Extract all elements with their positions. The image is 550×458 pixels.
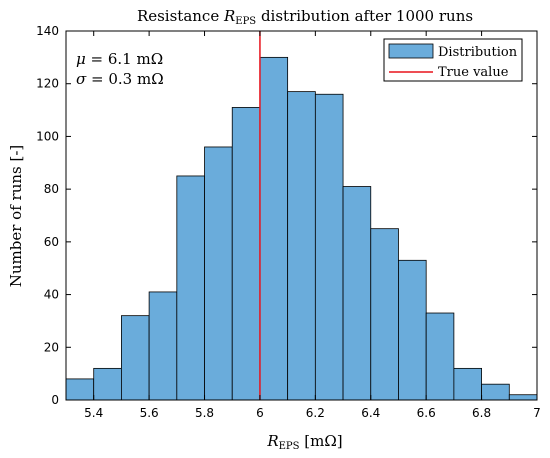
y-tick-label: 40 <box>44 288 59 302</box>
y-tick-label: 20 <box>44 340 59 354</box>
histogram-bar <box>204 146 233 401</box>
y-tick-label: 60 <box>44 235 59 249</box>
plot-frame <box>65 30 538 401</box>
y-tick-label: 120 <box>36 77 59 91</box>
x-tick-label: 5.6 <box>140 406 159 420</box>
annotation-std: σ = 0.3 mΩ <box>76 70 164 88</box>
histogram-bar <box>508 394 538 401</box>
histogram-bar <box>425 312 455 401</box>
histogram-bar <box>93 367 122 401</box>
x-tick-label: 6.8 <box>472 406 491 420</box>
legend-label-distribution: Distribution <box>438 45 518 60</box>
y-tick-label: 80 <box>44 182 59 196</box>
x-axis: 5.4 5.6 5.8 6 6.2 6.4 6.6 6.8 7 <box>84 31 541 420</box>
legend: Distribution True value <box>383 38 523 82</box>
histogram-bar <box>287 91 316 401</box>
histogram-bar <box>259 56 289 401</box>
y-axis-label: Number of runs [-] <box>7 145 25 288</box>
x-tick-label: 5.8 <box>195 406 214 420</box>
x-tick-label: 5.4 <box>84 406 103 420</box>
x-tick-label: 6.6 <box>417 406 436 420</box>
histogram-bar <box>481 383 510 401</box>
histogram-bar <box>231 107 261 401</box>
x-tick-label: 6.4 <box>361 406 380 420</box>
histogram-bar <box>148 291 178 401</box>
histogram-bar <box>342 186 372 401</box>
histogram-bar <box>453 367 482 401</box>
x-tick-label: 6 <box>256 406 264 420</box>
y-tick-label: 140 <box>36 24 59 38</box>
chart-title: Resistance REPS distribution after 1000 … <box>137 7 473 27</box>
y-tick-label: 100 <box>36 129 59 143</box>
x-tick-label: 7 <box>533 406 541 420</box>
legend-label-true-value: True value <box>438 65 509 80</box>
histogram-bar <box>121 315 150 401</box>
x-axis-label: REPS [mΩ] <box>266 432 342 452</box>
histogram-bar <box>65 378 95 401</box>
legend-patch-distribution <box>388 43 434 59</box>
annotation-mean: μ = 6.1 mΩ <box>76 50 163 68</box>
histogram-bar <box>370 228 399 401</box>
histogram-bar <box>314 93 344 401</box>
x-tick-label: 6.2 <box>306 406 325 420</box>
histogram-bar <box>176 175 205 401</box>
y-axis: 0 20 40 60 80 100 120 140 <box>36 24 537 407</box>
bars-group <box>65 56 538 401</box>
y-tick-label: 0 <box>51 393 59 407</box>
histogram-bar <box>398 259 427 401</box>
